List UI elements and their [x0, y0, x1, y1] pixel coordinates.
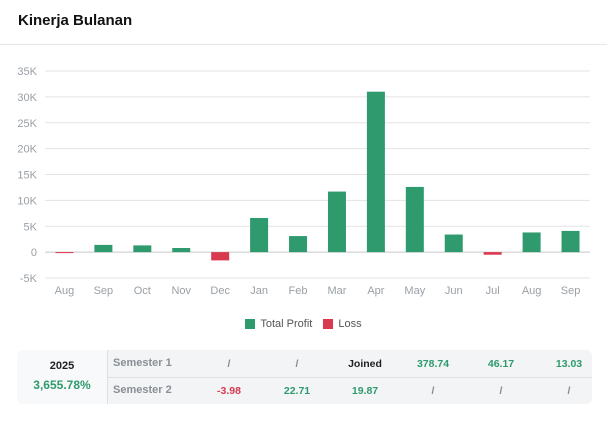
y-tick-label: -5K [20, 273, 38, 285]
month-cell: 46.17 [487, 358, 515, 370]
month-cell: -3.98 [217, 385, 241, 397]
bar-mar-7[interactable] [327, 191, 346, 253]
semester-label: Semester 1 [113, 357, 172, 369]
y-tick-label: 20K [17, 144, 37, 156]
x-tick-label: Jul [486, 285, 500, 297]
month-cell: 19.87 [351, 385, 379, 397]
y-tick-label: 30K [17, 92, 37, 104]
x-tick-label: Jan [250, 285, 268, 297]
month-cell: / [431, 385, 435, 397]
legend-label-profit: Total Profit [260, 318, 313, 330]
bar-may-9[interactable] [405, 186, 424, 253]
panel-header: Kinerja Bulanan [0, 0, 607, 45]
month-cell: 22.71 [283, 385, 311, 397]
y-tick-label: 0 [31, 247, 37, 259]
bar-aug-12[interactable] [522, 232, 541, 253]
page-title: Kinerja Bulanan [18, 12, 133, 29]
x-tick-label: Jun [445, 285, 463, 297]
legend-label-loss: Loss [338, 318, 362, 330]
bar-aug-0[interactable] [55, 252, 74, 254]
legend-item-profit[interactable]: Total Profit [245, 318, 312, 330]
month-cell: 13.03 [555, 358, 583, 370]
year-total-return: 3,655.78% [33, 378, 91, 392]
x-tick-label: Sep [94, 285, 114, 297]
bar-sep-13[interactable] [561, 230, 580, 253]
bar-jul-11[interactable] [483, 252, 502, 255]
month-cell: / [295, 358, 299, 370]
y-tick-label: 25K [17, 118, 37, 130]
bar-chart: 35K 30K 25K 20K 15K 10K 5K 0 -5K Aug Sep Oct Nov Dec… [17, 66, 590, 297]
year-summary: 2025 3,655.78% [17, 350, 108, 404]
year-label: 2025 [49, 360, 75, 372]
x-tick-label: May [404, 285, 425, 297]
y-tick-label: 10K [17, 195, 37, 207]
bar-feb-6[interactable] [289, 236, 308, 253]
chart-legend: Total Profit Loss [0, 318, 607, 332]
month-cell: / [567, 385, 571, 397]
bar-nov-3[interactable] [172, 247, 191, 253]
bar-sep-1[interactable] [94, 244, 113, 253]
y-tick-label: 35K [17, 66, 37, 78]
performance-summary: 2025 3,655.78% Semester 1 / / Joined 378… [17, 350, 592, 404]
legend-item-loss[interactable]: Loss [323, 318, 362, 330]
x-tick-label: Oct [134, 285, 151, 297]
bar-jan-5[interactable] [250, 217, 269, 253]
bar-jun-10[interactable] [444, 234, 463, 253]
x-tick-label: Nov [171, 285, 191, 297]
y-tick-label: 15K [17, 170, 37, 182]
x-tick-label: Feb [289, 285, 308, 297]
x-tick-label: Dec [210, 285, 230, 297]
semester-label: Semester 2 [113, 384, 172, 396]
legend-swatch-loss [323, 319, 334, 329]
month-cell: / [499, 385, 503, 397]
x-tick-label: Sep [561, 285, 581, 297]
semester-row: Semester 2 -3.98 22.71 19.87 / / / [107, 377, 592, 404]
bar-dec-4[interactable] [211, 252, 230, 261]
x-tick-label: Apr [367, 285, 384, 297]
month-cell: 378.74 [416, 358, 450, 370]
x-tick-label: Mar [327, 285, 346, 297]
legend-swatch-profit [245, 319, 256, 329]
semester-row: Semester 1 / / Joined 378.74 46.17 13.03 [107, 350, 592, 378]
bar-apr-8[interactable] [366, 91, 385, 253]
month-cell: / [227, 358, 231, 370]
x-tick-label: Aug [55, 285, 75, 297]
month-cell: Joined [348, 358, 382, 370]
y-tick-label: 5K [24, 221, 38, 233]
bar-oct-2[interactable] [133, 245, 152, 253]
x-tick-label: Aug [522, 285, 542, 297]
